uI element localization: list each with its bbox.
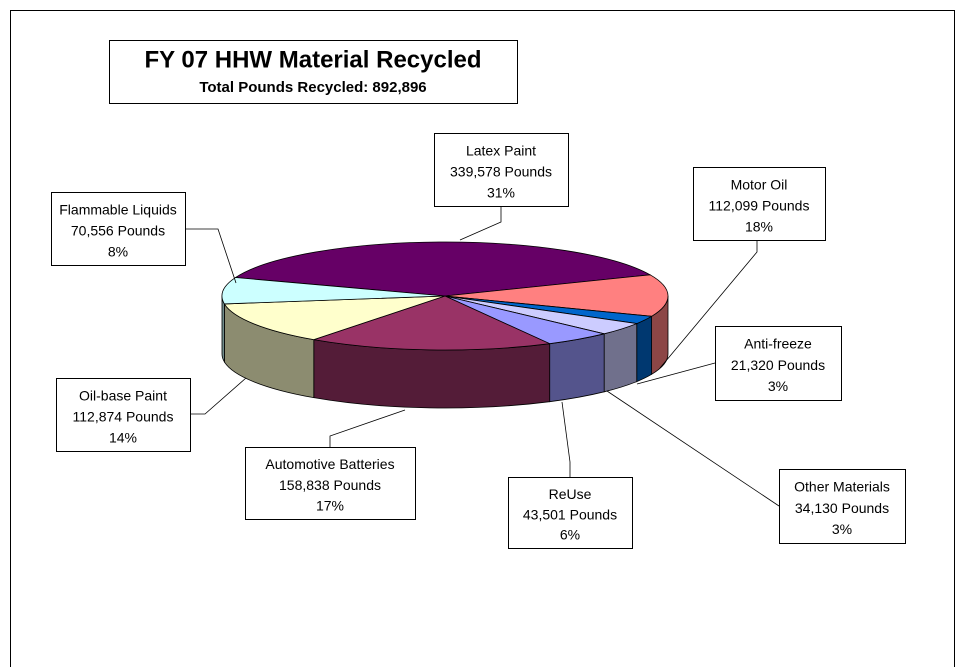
label-percent: 31% (487, 184, 515, 200)
label-value: 339,578 Pounds (450, 163, 552, 179)
leader-line (659, 240, 758, 369)
label-value: 112,874 Pounds (73, 408, 174, 424)
chart-subtitle: Total Pounds Recycled: 892,896 (199, 79, 426, 96)
label-percent: 6% (560, 527, 580, 543)
label-value: 34,130 Pounds (795, 500, 889, 516)
pie-sides (221, 295, 669, 409)
label-box (715, 326, 842, 401)
leader-line (329, 409, 406, 447)
slice-side (549, 333, 605, 403)
pie-labels: Latex Paint 339,578 Pounds 31% Motor Oil 112… (51, 133, 906, 549)
leader-line (561, 401, 571, 477)
label-percent: 17% (316, 498, 344, 514)
leader-line (190, 377, 247, 415)
slice (223, 295, 446, 341)
label-box (779, 469, 906, 544)
slice-side (636, 315, 653, 383)
label-value: 43,501 Pounds (523, 506, 617, 522)
leader-line (459, 206, 502, 241)
label-percent: 3% (832, 521, 852, 537)
label-percent: 3% (768, 378, 788, 394)
label-box (693, 167, 826, 241)
label-value: 158,838 Pounds (279, 477, 381, 493)
label-percent: 8% (108, 243, 128, 259)
slice-side (221, 295, 225, 364)
label-percent: 14% (109, 429, 137, 445)
label-name: Flammable Liquids (59, 201, 177, 217)
label-box (434, 133, 569, 207)
slice-side (603, 322, 638, 393)
label-name: Oil-base Paint (79, 387, 167, 403)
label-percent: 18% (745, 218, 773, 234)
leader-line (185, 228, 237, 284)
label-box (508, 477, 633, 549)
pie-tops (221, 241, 669, 351)
label-box (56, 378, 191, 452)
label-name: Automotive Batteries (265, 456, 394, 472)
slice (234, 241, 652, 297)
leader-line (606, 390, 780, 507)
label-box (51, 192, 186, 266)
title-box (109, 40, 518, 104)
slice (444, 274, 669, 317)
label-box (245, 447, 416, 520)
label-name: Anti-freeze (744, 336, 812, 352)
chart-title: FY 07 HHW Material Recycled (144, 46, 481, 73)
label-value: 112,099 Pounds (709, 197, 810, 213)
leader-line (636, 362, 716, 385)
slice (313, 295, 552, 351)
label-name: Other Materials (794, 479, 890, 495)
label-value: 70,556 Pounds (71, 222, 165, 238)
label-value: 21,320 Pounds (731, 357, 825, 373)
slice (221, 277, 446, 305)
label-name: Latex Paint (466, 142, 536, 158)
label-name: Motor Oil (731, 176, 788, 192)
label-name: ReUse (549, 486, 592, 502)
